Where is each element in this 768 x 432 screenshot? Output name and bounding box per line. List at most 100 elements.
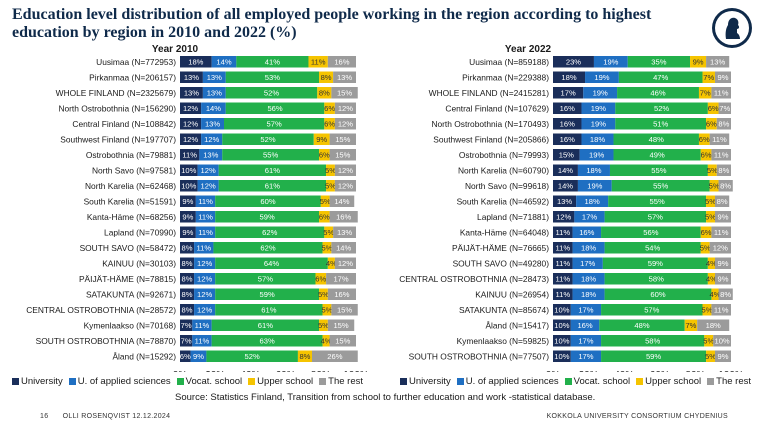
- data-label: 19%: [587, 182, 602, 191]
- data-label: 5%: [321, 244, 332, 253]
- data-label: 16%: [336, 213, 351, 222]
- bar-segment: [324, 226, 334, 238]
- category-label: Ostrobothnia (N=79881): [86, 150, 176, 160]
- bar-segment: [698, 87, 712, 99]
- bar-segment: [617, 87, 699, 99]
- bar-segment: [714, 350, 731, 362]
- data-label: 8%: [182, 275, 193, 284]
- data-label: 12%: [183, 135, 198, 144]
- bar-segment: [180, 319, 193, 331]
- legend-item: Upper school: [636, 376, 701, 387]
- category-label: Åland (N=15417): [485, 320, 549, 330]
- data-label: 18%: [581, 275, 596, 284]
- data-label: 19%: [589, 151, 604, 160]
- bar-segment: [180, 195, 196, 207]
- bar-segment: [192, 335, 212, 347]
- bar-segment: [553, 102, 582, 114]
- data-label: 7%: [700, 89, 711, 98]
- bar-segment: [195, 195, 216, 207]
- data-label: 6%: [324, 120, 335, 129]
- bar-segment: [611, 180, 710, 192]
- data-label: 58%: [649, 275, 664, 284]
- data-label: 18%: [586, 166, 601, 175]
- data-label: 8%: [717, 197, 728, 206]
- bar-segment: [215, 304, 323, 316]
- legend-label: The rest: [328, 376, 364, 387]
- bar-segment: [553, 242, 573, 254]
- bar-segment: [319, 71, 334, 83]
- data-label: 6%: [180, 352, 191, 361]
- data-label: 13%: [207, 73, 222, 82]
- data-label: 9%: [316, 135, 327, 144]
- data-label: 14%: [216, 58, 231, 67]
- data-label: 18%: [188, 58, 203, 67]
- data-label: 9%: [693, 58, 704, 67]
- legend-swatch: [176, 378, 184, 385]
- bar-segment: [572, 288, 605, 300]
- category-label: Central Finland (N=108842): [72, 119, 176, 129]
- data-label: 19%: [593, 89, 608, 98]
- data-label: 60%: [650, 290, 665, 299]
- bar-segment: [319, 319, 328, 331]
- page-title: Education level distribution of all empl…: [12, 6, 652, 41]
- data-label: 10%: [181, 166, 196, 175]
- bar-segment: [707, 273, 715, 285]
- bar-segment: [324, 102, 335, 114]
- data-label: 13%: [203, 151, 218, 160]
- bar-segment: [180, 133, 202, 145]
- x-tick-label: 40%: [614, 370, 634, 372]
- data-label: 52%: [245, 352, 260, 361]
- bar-segment: [180, 211, 196, 223]
- data-label: 61%: [258, 321, 273, 330]
- data-label: 12%: [183, 120, 198, 129]
- data-label: 63%: [260, 337, 275, 346]
- data-label: 12%: [338, 259, 353, 268]
- legend-swatch: [636, 378, 644, 385]
- data-label: 5%: [320, 197, 331, 206]
- bar-segment: [331, 242, 356, 254]
- legend-swatch: [456, 378, 464, 385]
- data-label: 18%: [581, 290, 596, 299]
- bar-segment: [716, 164, 731, 176]
- data-label: 8%: [182, 244, 193, 253]
- data-label: 8%: [319, 89, 330, 98]
- bar-segment: [553, 211, 575, 223]
- category-label: Southwest Finland (N=197707): [60, 134, 176, 144]
- legend-item: U. of applied sciences: [456, 376, 559, 387]
- data-label: 55%: [651, 166, 666, 175]
- bar-segment: [190, 350, 207, 362]
- bar-segment: [718, 180, 733, 192]
- bar-segment: [698, 133, 710, 145]
- bar-segment: [194, 273, 216, 285]
- data-label: 5%: [325, 166, 336, 175]
- category-label: Ostrobothnia (N=79993): [459, 150, 549, 160]
- data-label: 52%: [264, 89, 279, 98]
- bar-segment: [608, 195, 707, 207]
- bar-segment: [711, 226, 731, 238]
- bar-segment: [331, 304, 358, 316]
- bar-segment: [225, 102, 325, 114]
- data-label: 6%: [319, 213, 330, 222]
- bar-segment: [211, 319, 320, 331]
- data-label: 61%: [265, 182, 280, 191]
- data-label: 11%: [714, 228, 729, 237]
- bar-segment: [711, 87, 731, 99]
- data-label: 12%: [338, 120, 353, 129]
- data-label: 10%: [181, 182, 196, 191]
- data-label: 49%: [650, 151, 665, 160]
- bar-segment: [707, 102, 719, 114]
- bar-segment: [572, 226, 602, 238]
- bar-segment: [718, 102, 731, 114]
- data-label: 12%: [713, 244, 728, 253]
- bar-segment: [618, 71, 703, 83]
- bar-segment: [225, 71, 320, 83]
- data-label: 6%: [699, 135, 710, 144]
- bar-segment: [215, 288, 320, 300]
- data-label: 12%: [197, 290, 212, 299]
- bar-segment: [197, 180, 219, 192]
- bar-segment: [609, 164, 708, 176]
- data-label: 9%: [717, 275, 728, 284]
- bar-segment: [195, 226, 216, 238]
- legend-label: Upper school: [645, 376, 702, 387]
- bar-segment: [604, 273, 708, 285]
